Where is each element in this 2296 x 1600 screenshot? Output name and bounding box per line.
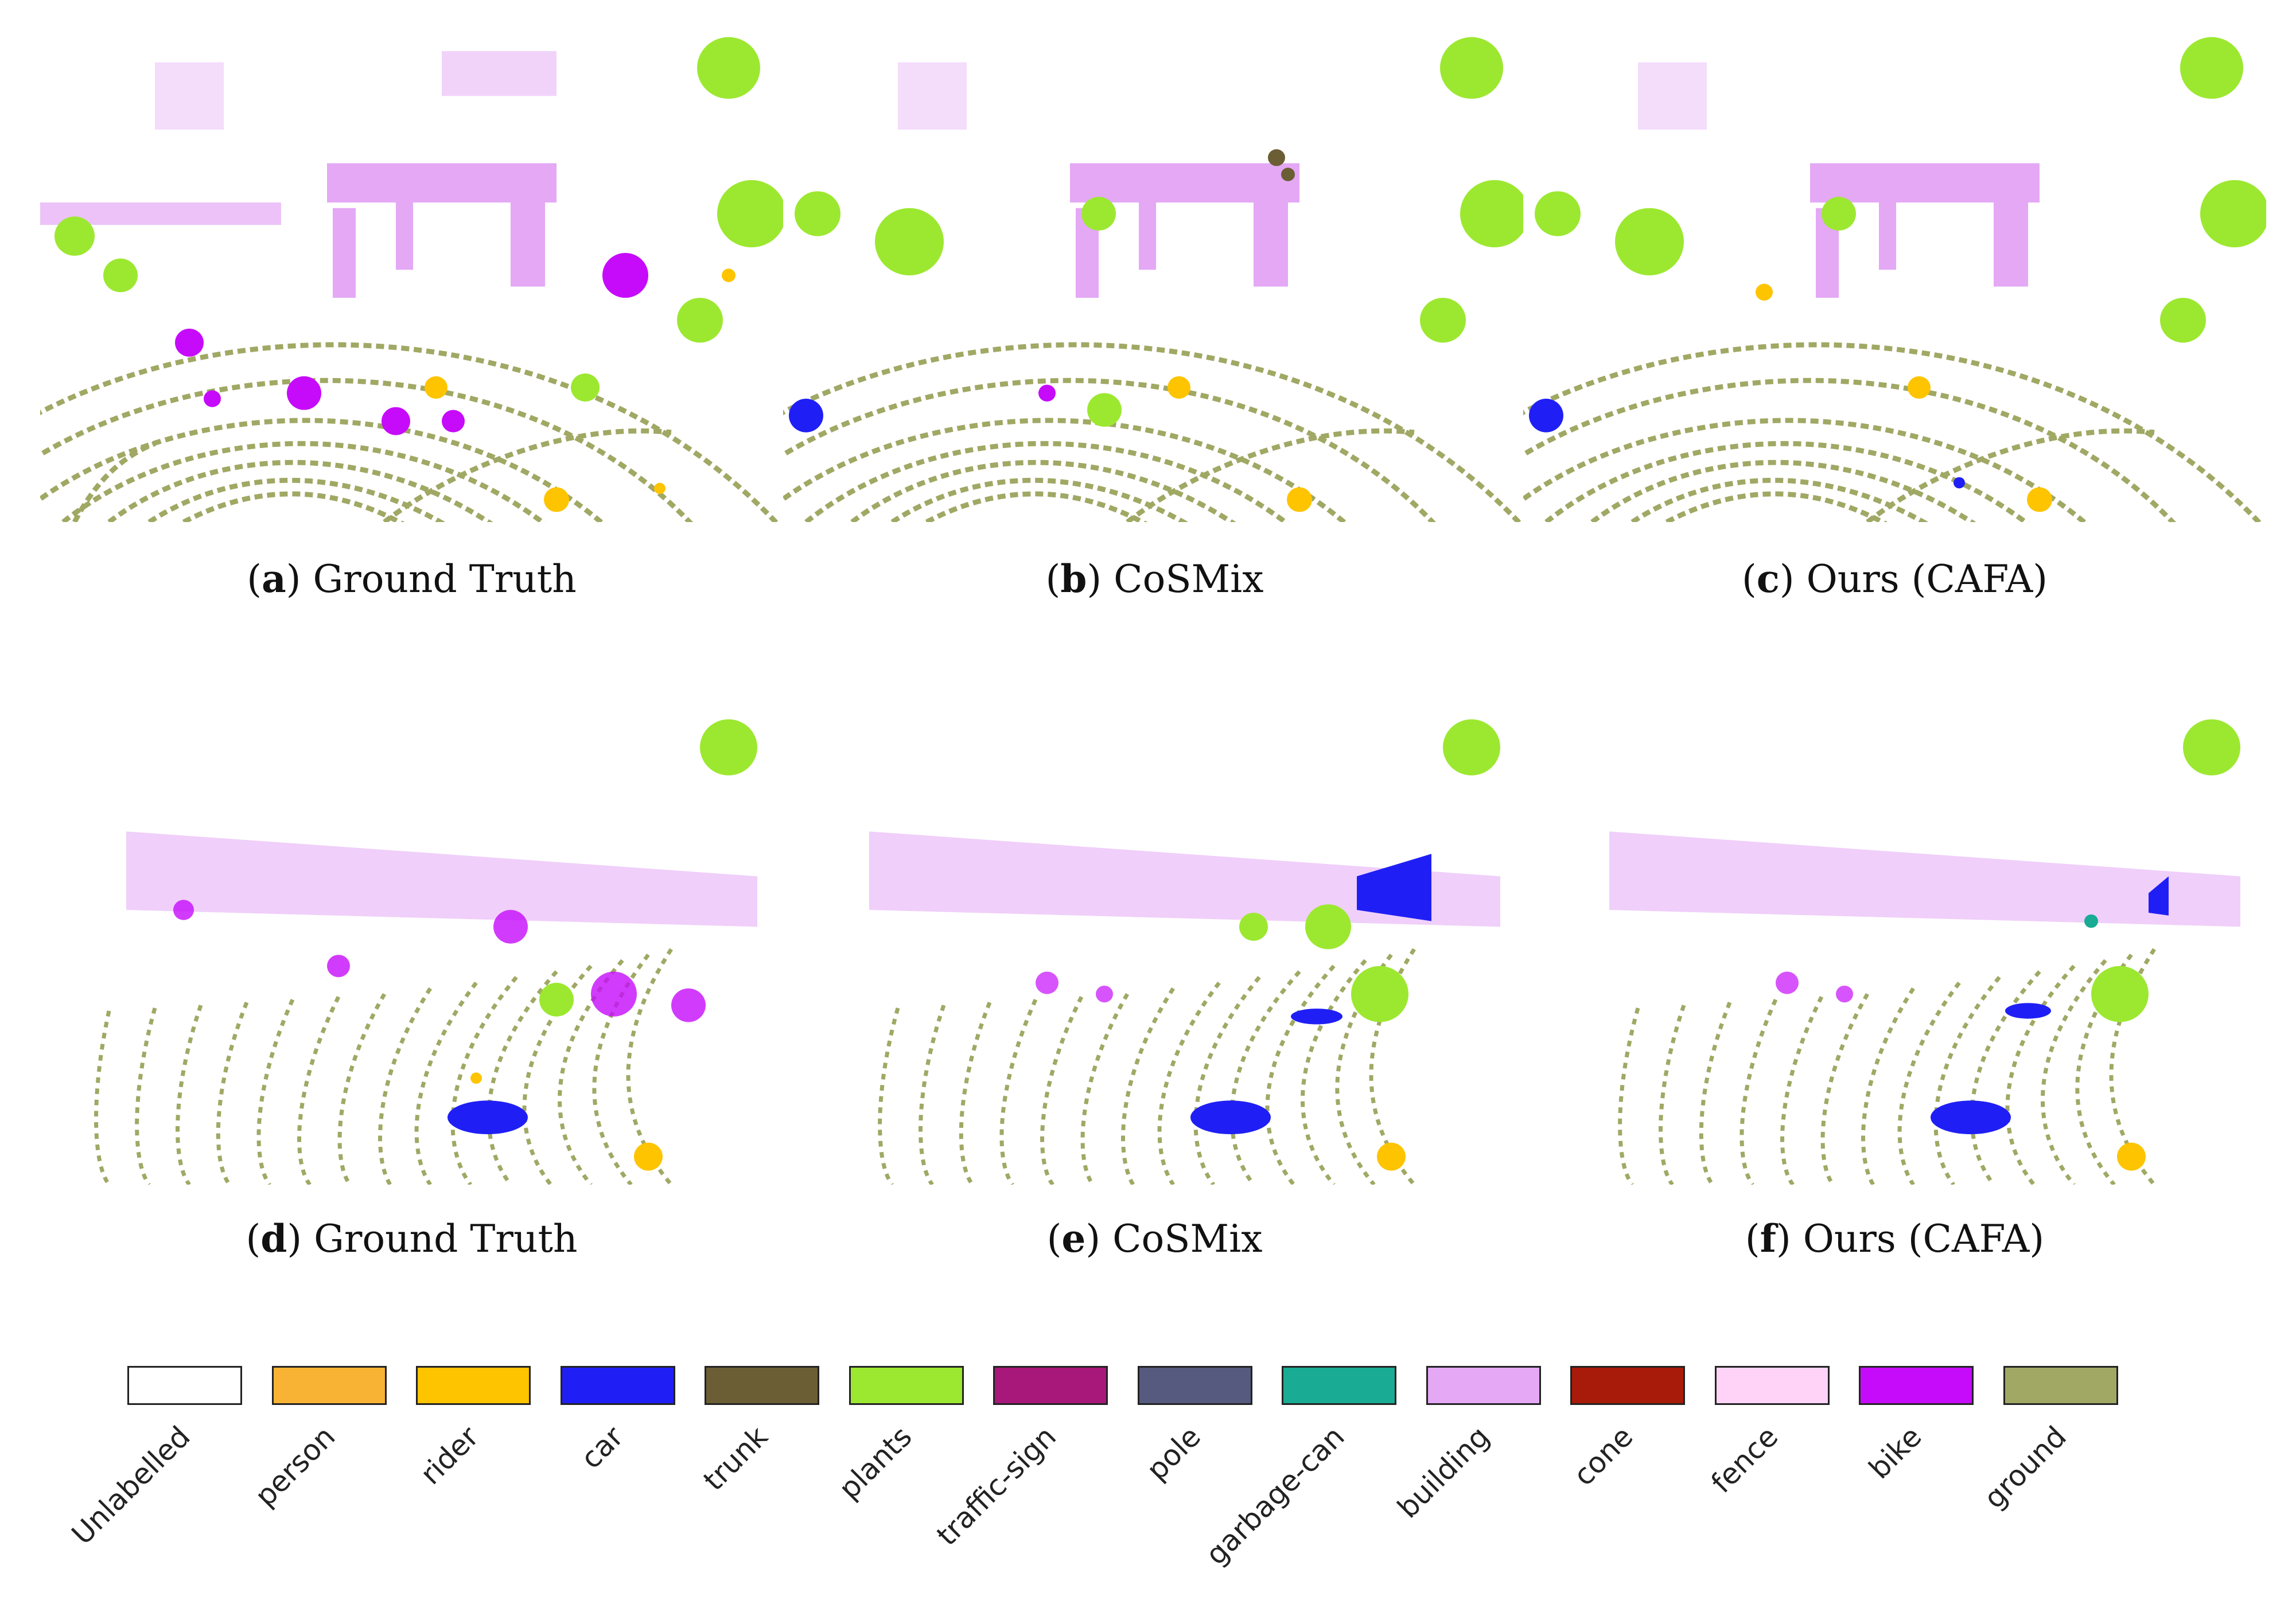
- point-cloud-f: [1609, 719, 2240, 1185]
- panel-b-image: [783, 29, 1526, 522]
- caption-a-text: Ground Truth: [313, 557, 577, 601]
- legend-label-plants: plants: [832, 1420, 919, 1506]
- legend-label-pole: pole: [1140, 1420, 1208, 1487]
- caption-c: (c) Ours (CAFA): [1741, 556, 2048, 601]
- legend-swatch-unlabelled: [127, 1366, 242, 1405]
- legend-swatch-trunk: [705, 1366, 819, 1405]
- caption-b-text: CoSMix: [1114, 557, 1264, 601]
- caption-d: (d) Ground Truth: [246, 1216, 578, 1261]
- caption-a-letter: a: [261, 556, 286, 601]
- caption-e-letter: e: [1061, 1216, 1086, 1261]
- legend-label-traffic-sign: traffic-sign: [930, 1420, 1063, 1552]
- legend-label-fence: fence: [1705, 1420, 1785, 1500]
- caption-f: (f) Ours (CAFA): [1745, 1216, 2045, 1261]
- panel-c-image: [1523, 29, 2266, 522]
- point-cloud-c: [1523, 37, 2266, 522]
- legend-swatch-garbage-can: [1282, 1366, 1396, 1405]
- caption-a: (a) Ground Truth: [247, 556, 577, 601]
- legend-label-cone: cone: [1567, 1420, 1640, 1493]
- legend-label-trunk: trunk: [696, 1420, 775, 1497]
- legend-swatch-building: [1426, 1366, 1541, 1405]
- legend-swatch-rider: [416, 1366, 531, 1405]
- legend-label-person: person: [248, 1420, 342, 1513]
- panel-e-image: [783, 691, 1526, 1185]
- caption-f-letter: f: [1760, 1216, 1776, 1261]
- legend-label-bike: bike: [1862, 1420, 1929, 1486]
- legend-label-building: building: [1391, 1420, 1496, 1525]
- legend-label-unlabelled: Unlabelled: [65, 1420, 197, 1551]
- panel-f-image: [1523, 691, 2266, 1185]
- panel-d-image: [40, 691, 783, 1185]
- caption-e-text: CoSMix: [1112, 1217, 1263, 1261]
- legend-swatch-car: [561, 1366, 675, 1405]
- panel-a-image: [40, 29, 783, 522]
- legend-label-garbage-can: garbage-can: [1199, 1420, 1352, 1572]
- legend-label-rider: rider: [414, 1420, 486, 1492]
- point-cloud-b: [783, 37, 1526, 522]
- legend-label-car: car: [574, 1420, 631, 1476]
- caption-f-text: Ours (CAFA): [1803, 1217, 2045, 1261]
- caption-d-text: Ground Truth: [314, 1217, 578, 1261]
- legend-swatch-ground: [2003, 1366, 2118, 1405]
- caption-b: (b) CoSMix: [1045, 556, 1264, 601]
- caption-e: (e) CoSMix: [1046, 1216, 1263, 1261]
- point-cloud-e: [869, 719, 1500, 1185]
- legend-swatch-traffic-sign: [993, 1366, 1108, 1405]
- legend-swatch-pole: [1138, 1366, 1252, 1405]
- legend-swatch-plants: [849, 1366, 964, 1405]
- legend-swatch-fence: [1715, 1366, 1830, 1405]
- point-cloud-a: [40, 37, 783, 522]
- caption-b-letter: b: [1060, 556, 1087, 601]
- legend-swatch-cone: [1570, 1366, 1685, 1405]
- caption-c-letter: c: [1756, 556, 1780, 601]
- caption-d-letter: d: [260, 1216, 287, 1261]
- caption-c-text: Ours (CAFA): [1806, 557, 2048, 601]
- legend-swatch-person: [272, 1366, 387, 1405]
- point-cloud-d: [94, 719, 757, 1185]
- legend-label-ground: ground: [1977, 1420, 2073, 1516]
- legend-swatch-bike: [1859, 1366, 1974, 1405]
